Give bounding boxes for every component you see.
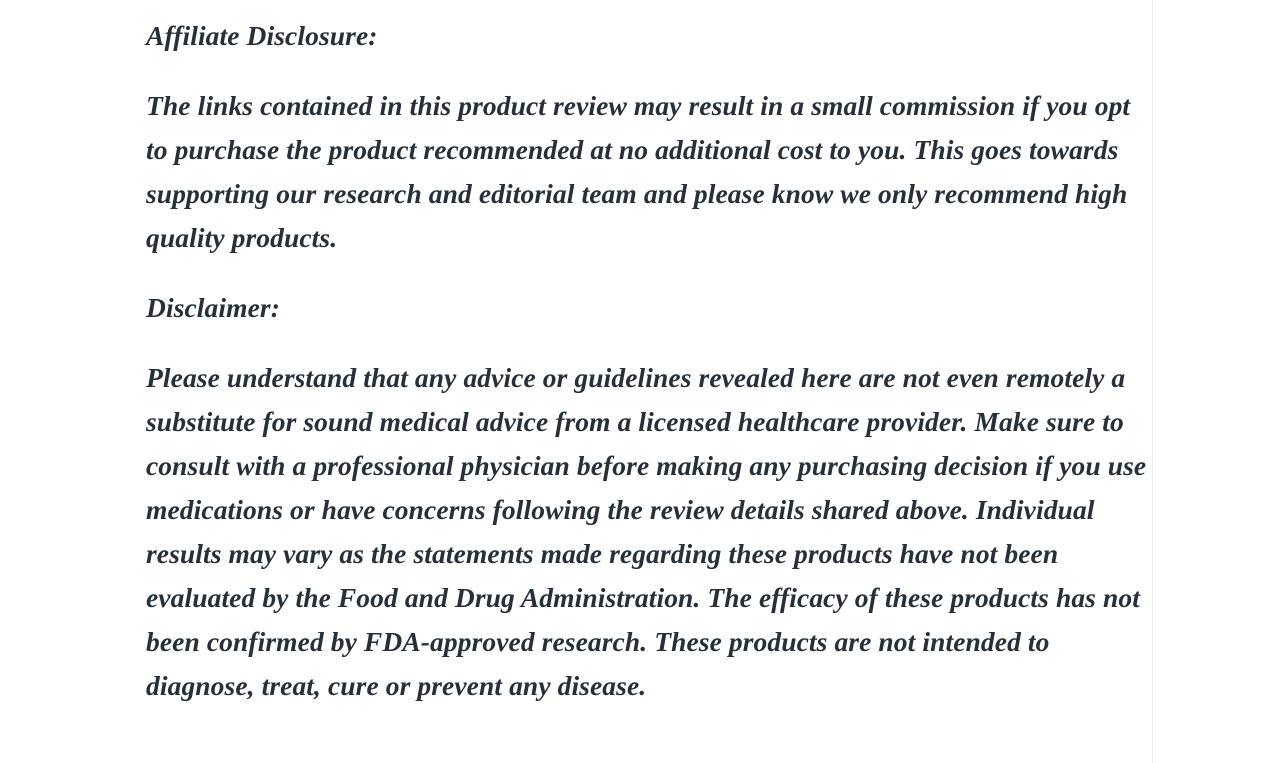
affiliate-disclosure-section: Affiliate Disclosure: The links containe… — [146, 14, 1148, 260]
content-column-divider — [1152, 0, 1153, 763]
disclaimer-heading: Disclaimer: — [146, 292, 280, 323]
affiliate-disclosure-heading: Affiliate Disclosure: — [146, 20, 378, 51]
disclaimer-paragraph: Please understand that any advice or gui… — [146, 362, 1147, 701]
affiliate-disclosure-paragraph: The links contained in this product revi… — [146, 90, 1131, 253]
disclaimer-section: Disclaimer: Please understand that any a… — [146, 286, 1148, 708]
article-content-column: Affiliate Disclosure: The links containe… — [146, 0, 1148, 708]
disclosure-disclaimer-block: Affiliate Disclosure: The links containe… — [146, 0, 1148, 708]
